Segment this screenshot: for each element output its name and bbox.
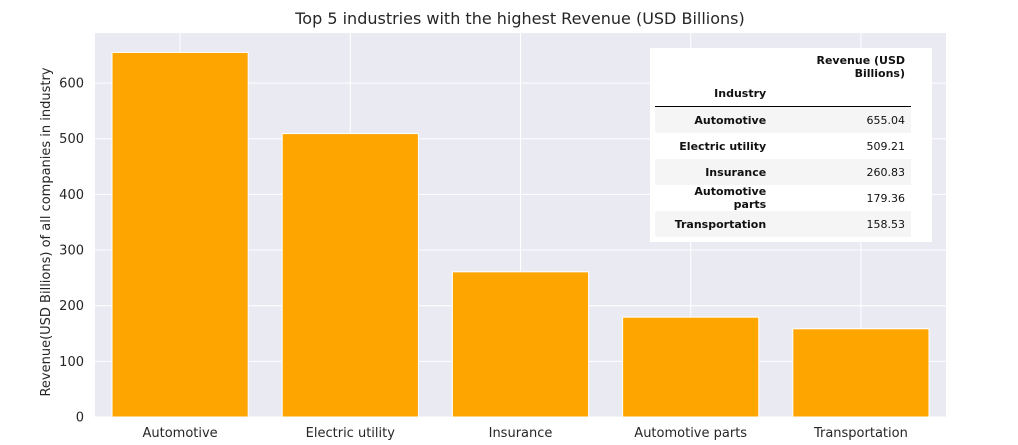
table-row-label: Insurance xyxy=(705,165,767,179)
data-table-panel: Revenue (USD Billions) Industry Automoti… xyxy=(650,48,932,242)
table-row-label: Transportation xyxy=(674,217,767,231)
y-axis-ticks: 0 100 200 300 400 500 600 xyxy=(59,77,84,426)
table-corner xyxy=(655,54,772,80)
x-tick-label: Automotive xyxy=(142,426,217,441)
data-table: Revenue (USD Billions) Industry Automoti… xyxy=(655,54,911,237)
y-tick-label: 0 xyxy=(76,411,84,426)
table-row: Automotive parts 179.36 xyxy=(655,185,911,211)
x-axis-ticks: Automotive Electric utility Insurance Autom… xyxy=(142,426,907,441)
table-row-value: 260.83 xyxy=(866,165,906,179)
x-tick-label: Automotive parts xyxy=(634,426,747,441)
bar-automotive xyxy=(111,51,249,418)
table-row-value: 655.04 xyxy=(866,113,906,127)
y-tick-label: 200 xyxy=(59,299,84,314)
y-tick-label: 400 xyxy=(59,188,84,203)
table-row: Automotive 655.04 xyxy=(655,106,911,133)
table-row: Insurance 260.83 xyxy=(655,159,911,185)
table-row-label: Electric utility xyxy=(679,139,767,153)
x-tick-label: Insurance xyxy=(489,426,553,441)
table-row-value: 179.36 xyxy=(866,191,906,205)
y-tick-label: 500 xyxy=(59,132,84,147)
bars xyxy=(111,51,930,418)
table-index-row: Industry xyxy=(655,80,911,107)
table-row: Transportation 158.53 xyxy=(655,211,911,237)
bar-electric-utility xyxy=(281,133,419,418)
table-row: Electric utility 509.21 xyxy=(655,133,911,159)
y-tick-label: 300 xyxy=(59,244,84,259)
chart-title: Top 5 industries with the highest Revenu… xyxy=(294,9,744,28)
table-row-label: Automotive parts xyxy=(694,185,767,211)
x-tick-label: Transportation xyxy=(813,426,908,441)
table-row-value: 509.21 xyxy=(866,139,906,153)
y-tick-label: 100 xyxy=(59,355,84,370)
table-index-blank xyxy=(772,80,911,107)
table-index-header: Industry xyxy=(655,80,773,107)
bar-transportation xyxy=(792,328,930,418)
x-tick-label: Electric utility xyxy=(306,426,396,441)
bar-automotive-parts xyxy=(622,316,760,418)
table-row-label: Automotive xyxy=(694,113,767,127)
y-tick-label: 600 xyxy=(59,77,84,92)
table-row-value: 158.53 xyxy=(866,217,906,231)
y-axis-label: Revenue(USD Billions) of all companies i… xyxy=(39,67,54,396)
bar-insurance xyxy=(451,271,590,418)
table-header-row: Revenue (USD Billions) xyxy=(655,54,911,80)
table-column-header: Revenue (USD Billions) xyxy=(816,54,905,80)
